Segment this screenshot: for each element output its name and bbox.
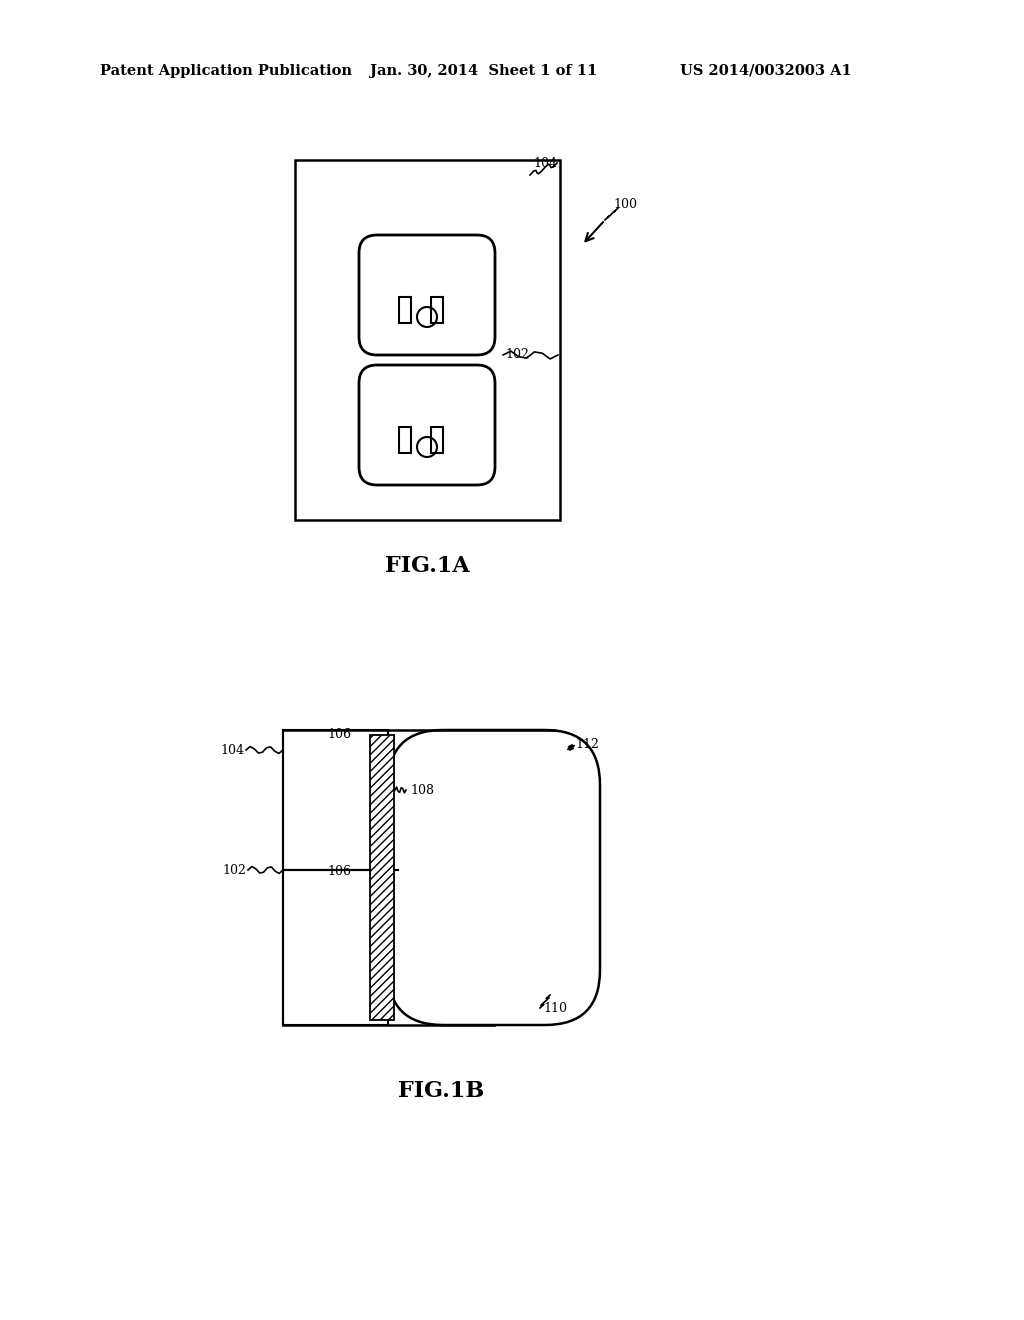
Text: Patent Application Publication: Patent Application Publication [100, 63, 352, 78]
Text: Jan. 30, 2014  Sheet 1 of 11: Jan. 30, 2014 Sheet 1 of 11 [370, 63, 597, 78]
Text: 106: 106 [327, 729, 351, 741]
Text: FIG.1A: FIG.1A [385, 554, 470, 577]
Text: 104: 104 [220, 743, 244, 756]
Text: 102: 102 [505, 348, 528, 362]
Bar [283, 730, 388, 870]
FancyBboxPatch shape [388, 730, 600, 1026]
Text: FIG.1B: FIG.1B [398, 1080, 484, 1102]
Bar [431, 426, 443, 453]
Bar [431, 297, 443, 323]
Text: 104: 104 [534, 157, 557, 170]
Text: 100: 100 [613, 198, 637, 211]
Bar [283, 870, 388, 1026]
Text: 108: 108 [410, 784, 434, 796]
Text: 102: 102 [222, 863, 246, 876]
Bar [399, 297, 411, 323]
Bar [399, 426, 411, 453]
FancyBboxPatch shape [359, 366, 495, 484]
Text: 112: 112 [575, 738, 599, 751]
Text: 110: 110 [543, 1002, 567, 1015]
Bar [295, 160, 560, 520]
Bar [370, 735, 394, 1020]
Text: US 2014/0032003 A1: US 2014/0032003 A1 [680, 63, 852, 78]
FancyBboxPatch shape [359, 235, 495, 355]
Text: 106: 106 [327, 865, 351, 878]
